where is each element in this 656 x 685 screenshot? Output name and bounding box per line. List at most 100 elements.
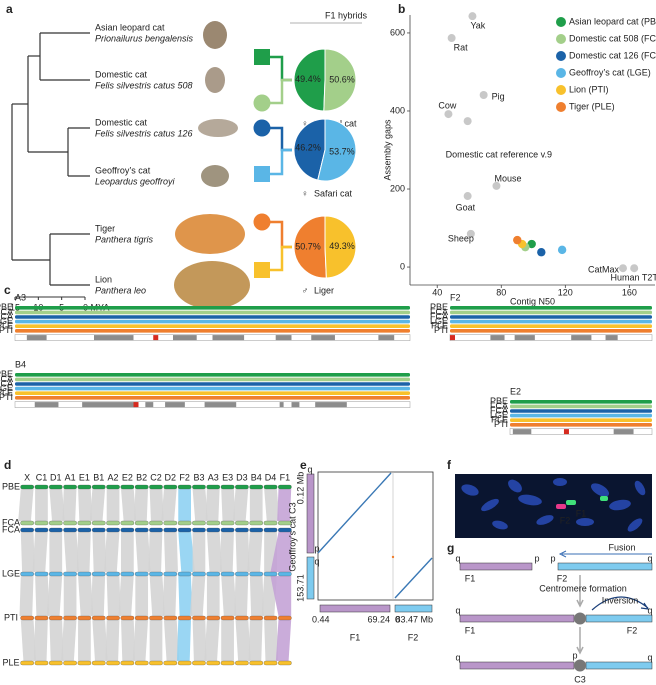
x-tick-label: 80 (496, 287, 506, 297)
panel-label: d (4, 458, 11, 472)
segment-label: F1 (350, 632, 361, 642)
species-name: Tiger (95, 223, 115, 233)
alignment-track (510, 418, 652, 422)
chromosome-bar (235, 527, 249, 533)
synteny-ribbon (91, 576, 106, 616)
arm-label: q (307, 464, 312, 474)
axis-segment (394, 604, 433, 613)
synteny-ribbon (62, 489, 77, 521)
chromosome-bar (20, 660, 34, 666)
alignment-track (450, 319, 652, 324)
parent-symbol (254, 262, 270, 278)
chromosome-bar (120, 527, 135, 533)
synteny-ribbon (106, 576, 121, 616)
alignment-track (15, 377, 410, 382)
synteny-ribbon (118, 576, 134, 616)
gap-block (82, 402, 138, 408)
chromosome-bar (163, 520, 178, 526)
chromosome-label: X (24, 472, 30, 482)
chromosome-label: B1 (93, 472, 104, 482)
sex-symbol: ♀ (302, 118, 309, 128)
synteny-ribbon (178, 532, 195, 572)
dotplot-frame (317, 471, 434, 601)
synteny-ribbon (221, 620, 234, 661)
fish-label: F2 (560, 515, 571, 525)
point-label: Domestic cat reference v.9 (446, 150, 552, 160)
arm-label: q (455, 605, 460, 615)
x-tick-label: 69.24 (367, 614, 390, 624)
panel-label: a (6, 2, 13, 16)
gap-block (165, 402, 185, 408)
chromosome-bar (106, 571, 120, 577)
chromosome-bar (192, 520, 206, 526)
synteny-ribbon (61, 620, 77, 661)
y-tick-label: 0 (400, 261, 405, 271)
synteny-ribbon (121, 532, 134, 572)
chromosome-bar (106, 484, 120, 490)
chromosome-bar (263, 660, 278, 666)
hybrid-name: Liger (314, 285, 334, 295)
reference-point (630, 264, 639, 273)
reference-point (463, 117, 472, 126)
row-label: PBE (430, 302, 448, 312)
chromosome-bar (206, 527, 221, 533)
synteny-ribbon (176, 620, 191, 661)
synteny-ribbon (189, 576, 206, 616)
fish-signal (600, 496, 608, 501)
genome-label: FCA (2, 517, 20, 527)
synteny-ribbon (106, 489, 120, 521)
synteny-ribbon (270, 576, 292, 616)
alignment-track (450, 315, 652, 319)
chromosome-bar (263, 615, 278, 621)
chromosome-blob (536, 515, 554, 525)
row-label: PTI (434, 325, 448, 335)
chromosome-label: D4 (265, 472, 277, 482)
genome-label: PLE (2, 657, 19, 667)
x-tick-label: 0 (395, 614, 400, 624)
legend-label: Tiger (PLE) (569, 101, 615, 111)
chromosome-bar (220, 484, 235, 490)
inversion-arrow (591, 596, 650, 611)
synteny-ribbon (206, 532, 223, 572)
row-label: LGE (430, 316, 448, 326)
step-label: Fusion (608, 542, 635, 552)
animal-photo (201, 165, 229, 187)
synteny-ribbon (247, 532, 263, 572)
chromosome-bar (206, 520, 221, 526)
synteny-ribbon (78, 489, 93, 521)
chromosome-label: D3 (236, 472, 248, 482)
synteny-ribbon (20, 532, 35, 572)
cross-bracket (270, 55, 292, 82)
row-label: LGE (0, 316, 13, 326)
species-latin: Panthera leo (95, 285, 146, 295)
chromosome-bar (91, 615, 106, 621)
gap-block (571, 335, 592, 341)
point-label: Pig (492, 91, 505, 101)
arm-label: p (314, 543, 319, 553)
synteny-ribbon (149, 620, 163, 661)
legend-label: Geoffroy’s cat (LGE) (569, 67, 651, 77)
axis-segment (306, 473, 315, 554)
chromosome-bar (235, 615, 249, 621)
gap-block (34, 402, 59, 408)
slice-label: 49.4% (295, 74, 321, 84)
gap-block (378, 335, 395, 341)
chromosome-bar (120, 571, 135, 577)
block-label: A3 (15, 292, 26, 302)
alignment-track (510, 409, 652, 413)
synteny-ribbon (134, 489, 149, 521)
gap-block (275, 335, 292, 341)
chromosome-bar (20, 527, 34, 533)
legend-swatch (556, 68, 566, 78)
species-latin: Leopardus geoffroyi (95, 176, 176, 186)
chromosome-bar (120, 484, 135, 490)
reference-point (618, 264, 627, 273)
chromosome-bar (91, 527, 106, 533)
x-tick-label: 40 (432, 287, 442, 297)
alignment-track (510, 413, 652, 418)
chromosome-blob (461, 484, 479, 496)
hybrids-header: F1 hybrids (325, 10, 368, 20)
alignment-track (450, 329, 652, 333)
gap-block (204, 402, 237, 408)
chromosome-blob (590, 483, 610, 497)
